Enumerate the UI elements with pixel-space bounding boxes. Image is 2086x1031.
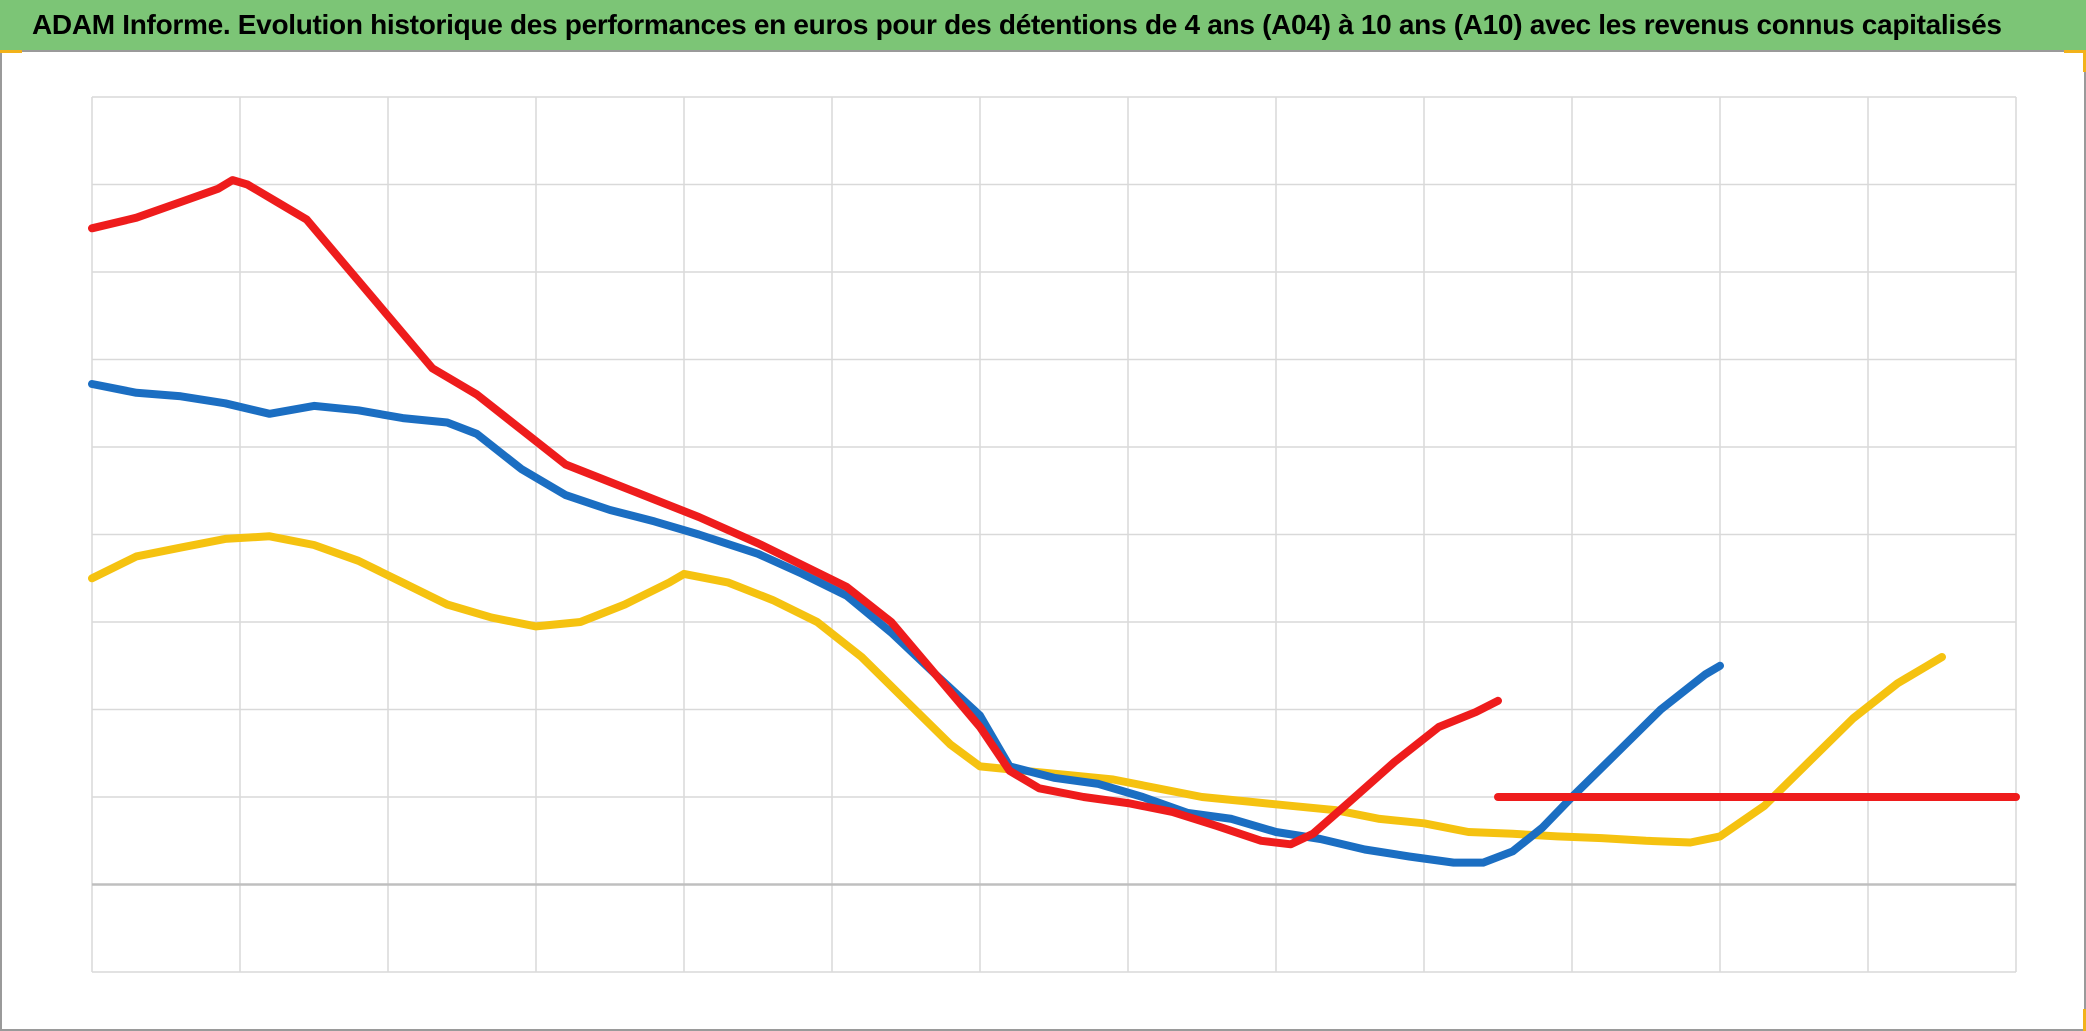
chart-frame: [0, 50, 2086, 1031]
corner-accent-top-right-v: [2083, 50, 2086, 72]
chart-title-bar: ADAM Informe. Evolution historique des p…: [0, 0, 2086, 50]
series-line-0: [88, 176, 1502, 849]
chart-title: ADAM Informe. Evolution historique des p…: [32, 9, 2002, 40]
corner-accent-top-left: [0, 50, 22, 53]
corner-accent-bottom-right: [2083, 1009, 2086, 1031]
corner-accent-top-right: [2064, 50, 2086, 53]
